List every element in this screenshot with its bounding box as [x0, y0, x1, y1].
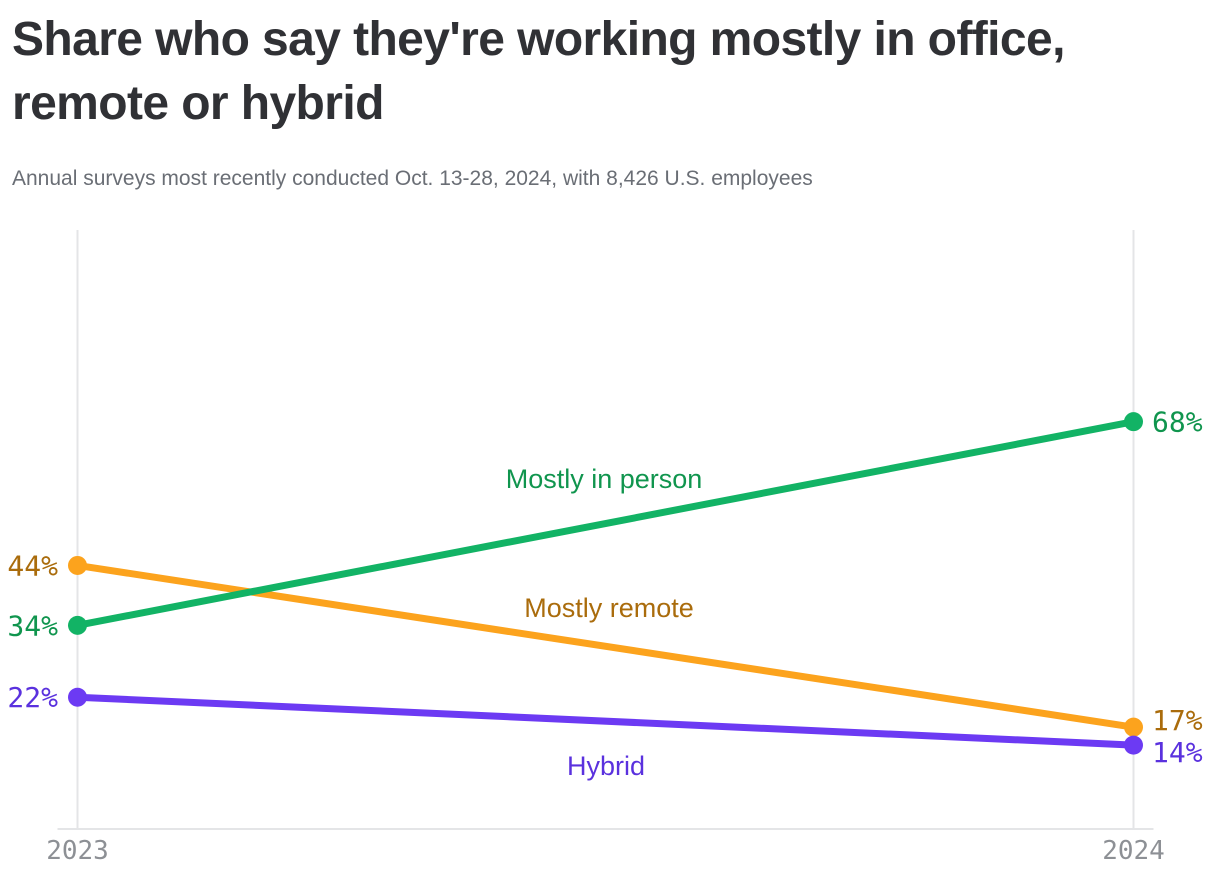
value-label-end: 14% [1152, 736, 1203, 769]
series-line [74, 418, 1137, 629]
series-label: Hybrid [567, 751, 645, 781]
series-line [74, 693, 1137, 749]
value-label-end: 17% [1152, 704, 1203, 737]
series-label: Mostly in person [506, 464, 703, 494]
data-point [1124, 717, 1143, 737]
value-label-start: 34% [7, 609, 58, 642]
value-label-end: 68% [1152, 406, 1203, 439]
data-point [68, 615, 87, 635]
data-point [1124, 412, 1143, 432]
value-label-start: 44% [7, 549, 58, 582]
data-point [68, 555, 87, 575]
value-label-start: 22% [7, 681, 58, 714]
chart-title-line2: remote or hybrid [12, 77, 384, 130]
chart-subtitle: Annual surveys most recently conducted O… [12, 167, 813, 190]
x-tick-label: 2023 [46, 836, 109, 866]
x-tick-label: 2024 [1102, 836, 1165, 866]
series-label: Mostly remote [524, 593, 694, 623]
chart-title-line1: Share who say they're working mostly in … [12, 13, 1065, 66]
chart-title: Share who say they're working mostly in … [12, 8, 1065, 136]
data-point [1124, 735, 1143, 755]
data-point [68, 687, 87, 707]
